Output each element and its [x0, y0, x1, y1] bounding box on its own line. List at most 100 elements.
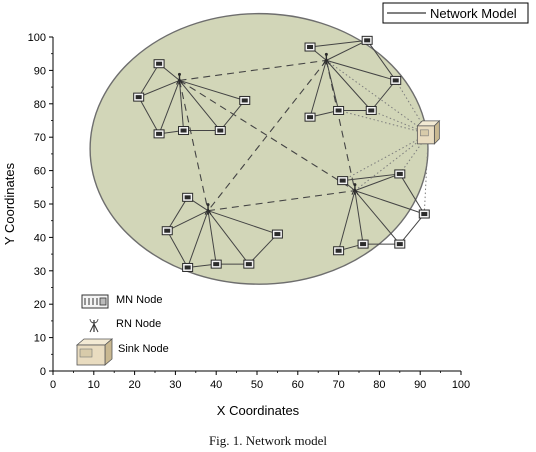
- member-link: [399, 213, 425, 245]
- mn-node: [178, 126, 190, 136]
- sink-link: [354, 133, 429, 192]
- x-tick-label: 40: [210, 379, 222, 391]
- member-to-relay-link: [354, 190, 401, 245]
- mn-node: [304, 42, 316, 52]
- rn-node: [351, 183, 359, 195]
- figure-caption: Fig. 1. Network model: [208, 433, 328, 448]
- member-link: [370, 80, 397, 111]
- relay-backbone-link: [207, 190, 355, 212]
- y-tick-label: 90: [34, 65, 46, 77]
- mn-node: [214, 126, 226, 136]
- member-to-relay-link: [158, 80, 180, 135]
- mn-node: [153, 59, 165, 69]
- member-to-relay-link: [207, 210, 278, 235]
- member-to-relay-link: [309, 60, 327, 118]
- x-tick-label: 10: [88, 379, 100, 391]
- relay-backbone-link: [325, 60, 356, 191]
- member-link: [366, 40, 397, 81]
- mn-node: [133, 92, 145, 102]
- y-tick-label: 40: [34, 232, 46, 244]
- legend-rn-node-icon: [89, 318, 99, 333]
- x-tick-label: 30: [169, 379, 181, 391]
- mn-node: [182, 262, 194, 272]
- x-tick-label: 60: [292, 379, 304, 391]
- mn-node: [418, 209, 430, 219]
- x-tick-label: 20: [128, 379, 140, 391]
- y-tick-label: 50: [34, 199, 46, 211]
- member-to-relay-link: [138, 79, 180, 98]
- member-to-relay-link: [325, 60, 340, 111]
- mn-node: [161, 226, 173, 236]
- x-axis-label: X Coordinates: [217, 403, 300, 418]
- relay-backbone-link: [178, 80, 209, 211]
- mn-node: [390, 75, 402, 85]
- y-tick-label: 30: [34, 266, 46, 278]
- y-tick-label: 10: [34, 333, 46, 345]
- member-link: [399, 173, 425, 215]
- x-tick-label: 70: [332, 379, 344, 391]
- member-link: [138, 96, 160, 135]
- member-link: [248, 233, 278, 265]
- member-link: [166, 230, 189, 268]
- member-to-relay-link: [207, 210, 217, 265]
- y-axis-label: Y Coordinates: [2, 162, 17, 245]
- legend-rn-node-label: RN Node: [116, 318, 161, 330]
- y-tick-label: 70: [34, 132, 46, 144]
- mn-node: [337, 176, 349, 186]
- member-link: [219, 100, 246, 131]
- member-link: [166, 197, 189, 231]
- member-to-relay-link: [207, 210, 250, 265]
- axes: 0 10 20 30 40 50 60 70 80 90 100 0 10 20 30 40 50 60 70 80 9…: [28, 32, 471, 391]
- y-tick-label: 0: [40, 366, 46, 378]
- member-to-relay-link: [179, 80, 221, 131]
- y-tick-label: 20: [34, 299, 46, 311]
- sink-node: [416, 119, 441, 145]
- member-to-relay-link: [338, 190, 356, 251]
- member-to-relay-link: [325, 60, 372, 111]
- sink-link: [342, 133, 429, 182]
- rn-node: [322, 52, 330, 65]
- member-to-relay-link: [187, 210, 209, 268]
- sink-link: [423, 133, 429, 215]
- y-tick-label: 100: [28, 32, 46, 44]
- chart-title: Network Model: [430, 6, 517, 21]
- mn-node: [210, 259, 222, 269]
- relay-backbone-link: [207, 60, 327, 212]
- mn-node: [153, 129, 165, 139]
- x-tick-label: 80: [373, 379, 385, 391]
- y-tick-label: 80: [34, 99, 46, 111]
- mn-node: [365, 105, 377, 115]
- mn-node: [182, 192, 194, 202]
- member-link: [138, 63, 160, 98]
- links: [138, 39, 429, 268]
- relay-backbone-link: [179, 59, 327, 81]
- legend-sink-node-label: Sink Node: [118, 343, 169, 355]
- member-to-relay-link: [167, 210, 209, 232]
- mn-node: [239, 95, 251, 105]
- legend-mn-node-icon: [81, 294, 109, 309]
- network-model-chart: 0 10 20 30 40 50 60 70 80 90 100 0 10 20 30 40 50 60 70 80 9…: [2, 2, 529, 418]
- x-tick-label: 100: [452, 379, 470, 391]
- x-tick-label: 0: [50, 379, 56, 391]
- rn-node: [176, 72, 183, 85]
- member-to-relay-link: [354, 190, 364, 245]
- member-to-relay-link: [354, 190, 425, 215]
- mn-node: [361, 35, 373, 45]
- legend-sink-node-icon: [75, 338, 114, 366]
- title-box: Network Model: [382, 2, 529, 24]
- member-to-relay-link: [179, 79, 245, 101]
- sink-link: [338, 109, 429, 135]
- mn-node: [394, 169, 406, 179]
- relay-backbone-link: [179, 79, 356, 192]
- mn-node: [271, 229, 283, 239]
- sink-link: [326, 59, 429, 135]
- mn-node: [243, 259, 255, 269]
- x-tick-label: 50: [251, 379, 263, 391]
- rn-node: [204, 203, 212, 215]
- member-link: [309, 39, 368, 48]
- y-tick-label: 60: [34, 166, 46, 178]
- member-to-relay-link: [326, 39, 368, 61]
- nodes: [133, 35, 441, 272]
- legend-mn-node-label: MN Node: [116, 294, 162, 306]
- mn-node: [333, 105, 345, 115]
